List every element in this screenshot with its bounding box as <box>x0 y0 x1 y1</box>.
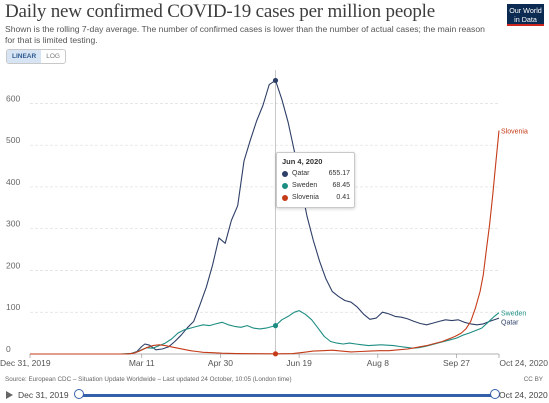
scale-toggle: LINEAR LOG <box>6 49 66 64</box>
hover-marker-sweden <box>272 323 279 329</box>
tooltip-name-slovenia: Slovenia <box>292 194 319 201</box>
hover-marker-qatar <box>272 77 279 84</box>
tooltip-dot-slovenia <box>282 195 288 201</box>
timeline-slider-track[interactable] <box>78 394 494 397</box>
tooltip-dot-sweden <box>282 183 288 189</box>
timeline-end-label: Oct 24, 2020 <box>499 390 548 400</box>
timeline-end-handle[interactable] <box>490 389 500 399</box>
tooltip-value-qatar: 655.17 <box>328 170 350 177</box>
play-icon[interactable] <box>6 391 13 399</box>
source-note: Source: European CDC – Situation Update … <box>5 376 292 383</box>
tooltip-row-qatar: Qatar 655.17 <box>282 170 350 180</box>
x-tick-label-2: Apr 30 <box>208 358 233 368</box>
owid-logo[interactable]: Our World in Data <box>507 4 544 26</box>
tooltip-row-slovenia: Slovenia 0.41 <box>282 194 350 204</box>
x-tick-label-3: Jun 19 <box>286 358 312 368</box>
y-tick-label-500: 500 <box>6 135 20 145</box>
tooltip-name-qatar: Qatar <box>292 170 310 177</box>
y-tick-label-300: 300 <box>6 219 20 229</box>
chart-title: Daily new confirmed COVID-19 cases per m… <box>5 1 435 22</box>
timeline-start-handle[interactable] <box>74 389 84 399</box>
tooltip-row-sweden: Sweden 68.45 <box>282 182 350 192</box>
y-tick-label-600: 600 <box>6 93 20 103</box>
tooltip-date: Jun 4, 2020 <box>282 157 323 166</box>
series-line-qatar <box>30 79 500 355</box>
tooltip-name-sweden: Sweden <box>292 182 318 189</box>
x-tick-label-5: Sep 27 <box>443 358 470 368</box>
hover-marker-slovenia <box>272 351 279 357</box>
logo-line-2: in Data <box>514 15 537 24</box>
y-tick-label-200: 200 <box>6 260 20 270</box>
end-label-slovenia: Slovenia <box>501 129 528 136</box>
log-scale-button[interactable]: LOG <box>46 53 60 60</box>
license-link[interactable]: CC BY <box>523 376 543 383</box>
y-tick-label-100: 100 <box>6 302 20 312</box>
tooltip-dot-qatar <box>282 171 288 177</box>
tooltip-value-sweden: 68.45 <box>332 182 350 189</box>
series-line-sweden <box>30 310 500 355</box>
y-tick-label-0: 0 <box>6 344 11 354</box>
y-tick-label-400: 400 <box>6 177 20 187</box>
tooltip-value-slovenia: 0.41 <box>336 194 350 201</box>
series-line-slovenia <box>30 130 500 355</box>
end-label-sweden: Sweden <box>501 311 526 318</box>
x-tick-label-4: Aug 8 <box>367 358 389 368</box>
end-label-qatar: Qatar <box>501 320 519 327</box>
linear-scale-button[interactable]: LINEAR <box>7 50 42 63</box>
chart-subtitle: Shown is the rolling 7-day average. The … <box>5 24 485 45</box>
timeline-start-label: Dec 31, 2019 <box>18 390 69 400</box>
hover-tooltip: Jun 4, 2020 Qatar 655.17 Sweden 68.45 Sl… <box>276 152 355 208</box>
x-tick-label-6: Oct 24, 2020 <box>499 358 548 368</box>
x-tick-label-1: Mar 11 <box>129 358 155 368</box>
timeline: Dec 31, 2019 Oct 24, 2020 <box>0 388 549 403</box>
x-tick-label-0: Dec 31, 2019 <box>0 358 51 368</box>
logo-line-1: Our World <box>509 6 542 15</box>
line-chart[interactable]: 0 100 200 300 400 500 600 Dec 31, 2019 Mar 11 Ap… <box>0 60 549 372</box>
